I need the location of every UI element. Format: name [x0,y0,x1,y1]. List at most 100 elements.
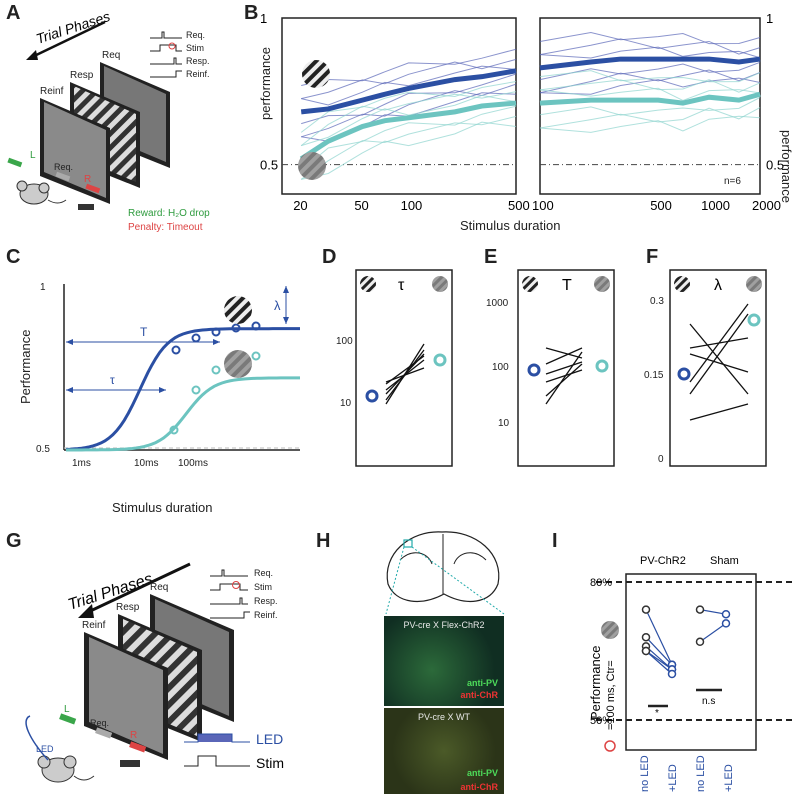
panel-c-chart: 1 0.5 1ms 10ms 100ms Performance Stimulu… [18,282,300,515]
g-trial-phases-title: Trial Phases [66,571,155,614]
b-left-xtick-0: 20 [293,198,307,213]
b-right-xtick-0: 100 [532,198,554,213]
g-timing-req-label: Req. [254,568,273,578]
request-port [55,171,71,182]
phase-arrow [29,20,106,60]
panel-label-g: G [6,530,22,552]
c-high-contrast-grating-icon [224,296,252,324]
b-right-xtick-1: 500 [650,198,672,213]
e-ytick-2: 1000 [486,298,509,309]
histology-bottom-caption: PV-cre X WT [417,712,470,722]
g-screen-resp-label: Resp [116,602,140,613]
screen-req-label: Req [102,50,120,61]
f-ytick-1: 0.15 [644,370,664,381]
e-paired-lines [545,347,583,405]
i-xtick-1: +LED [667,764,679,792]
b-xlabel: Stimulus duration [460,218,560,233]
f-ytick-2: 0.3 [650,296,664,307]
i-sham-led-1 [721,619,731,628]
panel-label-a: A [6,2,21,24]
b-right-mean-high-contrast [539,56,761,71]
g-right-port [129,741,147,753]
b-left-trace-0-2 [301,65,517,106]
panel-g-schematic: Trial Phases Req Resp Reinf Req. Stim Re… [25,562,284,783]
g-stim-label: Stim [256,755,284,771]
b-right-trace-0-4 [539,32,761,45]
i-group-sham: Sham [710,555,739,567]
left-port-label: L [30,150,36,161]
f-ytick-0: 0 [658,454,664,465]
b-right-trace-1-1 [539,97,761,116]
f-high-mean-marker [677,367,691,381]
histology-bottom-legend-pv: anti-PV [466,768,498,778]
d-high-mean-marker [365,389,379,403]
c-point-high-2 [211,327,221,337]
f-frame [669,269,767,467]
mouse-icon [16,180,67,205]
g-led-fiber [25,715,49,761]
g-timing-reinf-label: Reinf. [254,610,278,620]
c-T-arrow-head-right [213,339,220,345]
d-paired-lines [385,343,425,405]
c-tau-label: τ [110,373,115,387]
i-paired-points [641,605,731,679]
f-line-4 [689,313,749,395]
f-high-contrast-icon [674,276,690,292]
b-right-xtick-2: 1000 [701,198,730,213]
i-ylabel: Performance [588,646,603,720]
i-pv-line-4 [645,650,673,675]
f-line-5 [689,403,749,421]
d-frame [355,269,453,467]
c-point-low-2 [211,365,221,375]
b-left-mean-high-contrast [300,68,517,115]
b-right-trace-1-3 [539,79,761,93]
e-high-mean-marker [527,363,541,377]
request-port-label: Req. [54,162,73,172]
f-low-mean-marker [747,313,761,327]
b-right-ytick-0: 0.5 [766,158,784,173]
c-curve-low-contrast [66,376,300,452]
g-mouse-icon [37,755,95,783]
e-title: T [562,277,572,294]
e-line-5 [545,351,583,405]
f-paired-lines [689,303,749,421]
b-left-frame [281,17,517,195]
phase-arrow-head [26,50,38,60]
b-right-trace-0-1 [539,61,761,81]
b-left-plot: 20 50 100 500 0.5 1 [260,11,530,213]
right-port [85,183,101,194]
c-ytick-0: 0.5 [36,444,50,455]
b-left-xtick-3: 500 [508,198,530,213]
timing-stim-label: Stim [186,43,204,53]
i-sham-noled-0 [695,605,705,614]
b-right-trace-0-3 [539,38,761,56]
b-left-trace-1-1 [300,105,517,171]
i-sham-noled-1 [695,637,705,647]
b-right-xtick-3: 2000 [752,198,781,213]
i-sham-line-0 [699,609,727,615]
c-tau-arrow-head-left [66,387,73,393]
d-line-5 [385,367,425,383]
b-left-trace-0-4 [301,48,517,86]
d-ytick-0: 10 [340,398,352,409]
c-xtick-2: 100ms [178,458,208,469]
high-contrast-grating-icon [302,60,330,88]
i-sig-sham: n.s [702,696,715,707]
i-xtick-3: +LED [723,764,735,792]
timing-resp-label: Resp. [186,56,210,66]
b-right-trace-0-5 [539,77,761,95]
b-left-xtick-1: 50 [354,198,368,213]
e-high-contrast-icon [522,276,538,292]
d-title: τ [398,277,405,294]
g-phase-arrow [83,562,191,616]
e-line-2 [545,361,583,375]
i-ylabel-sub: =100 ms, Ctr= [605,660,617,730]
g-timing-stim-label: Stim [254,582,272,592]
b-right-mean-low-contrast [539,91,761,106]
c-ytick-1: 1 [40,282,46,293]
f-low-contrast-icon [746,276,762,292]
c-lambda-arrow-head-down [283,317,289,324]
b-left-trace-1-5 [301,121,517,180]
g-timing-diagram: Req. Stim Resp. Reinf. [210,568,278,620]
f-line-3 [689,303,749,383]
